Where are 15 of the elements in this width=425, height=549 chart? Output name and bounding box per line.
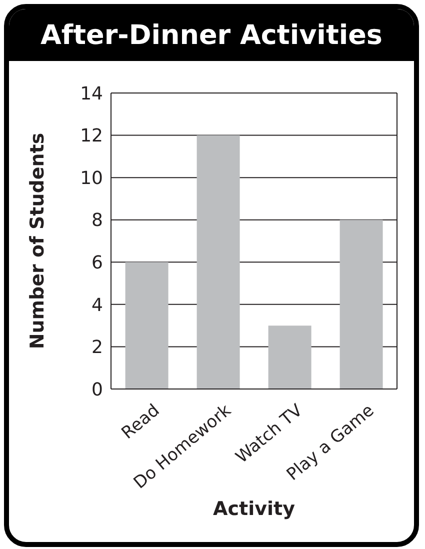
y-tick-label: 10 [80,168,103,189]
bar [196,135,240,389]
chart-title: After-Dinner Activities [9,9,414,61]
y-tick-label: 0 [92,379,103,400]
bar [268,326,312,389]
y-tick-label: 2 [92,337,103,358]
y-tick-label: 12 [80,126,103,147]
x-axis-title: Activity [213,498,296,520]
y-tick-label: 4 [92,294,103,316]
y-tick-label: 14 [80,83,103,104]
y-tick-label: 8 [92,210,103,232]
y-tick-label: 6 [92,252,103,274]
bar [125,262,168,389]
bar [340,220,383,389]
y-axis-title: Number of Students [26,132,49,350]
